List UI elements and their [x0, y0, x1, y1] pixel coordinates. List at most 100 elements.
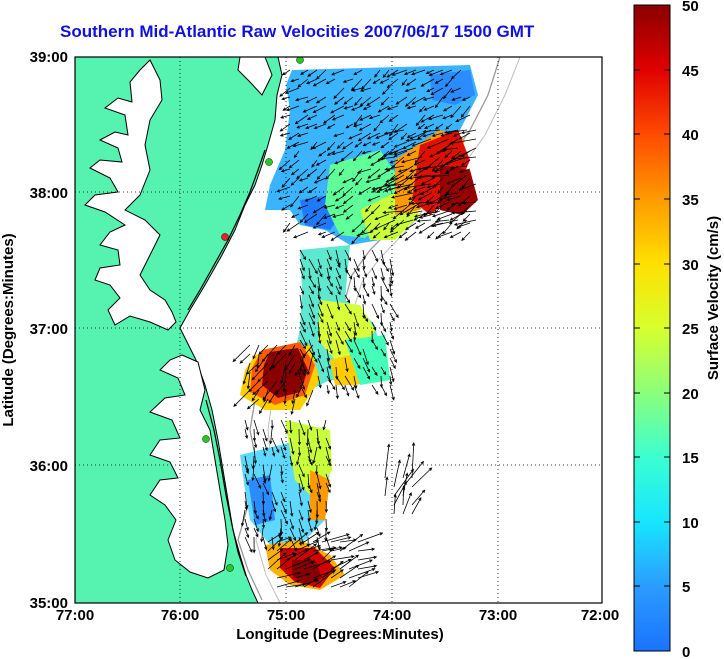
- velocity-arrow: [290, 168, 300, 176]
- velocity-arrow: [280, 437, 287, 451]
- velocity-arrow: [389, 219, 405, 233]
- velocity-arrow: [303, 551, 320, 561]
- velocity-arrow: [308, 303, 316, 319]
- velocity-arrow: [239, 353, 251, 364]
- velocity-arrow: [353, 384, 360, 400]
- velocity-arrow: [321, 533, 350, 543]
- velocity-arrow: [408, 174, 432, 180]
- velocity-arrow: [326, 375, 336, 391]
- velocity-arrow: [313, 518, 318, 531]
- velocity-arrow: [353, 321, 358, 337]
- velocity-arrow: [335, 258, 341, 269]
- velocity-arrow: [406, 132, 417, 138]
- velocity-arrow: [299, 249, 307, 261]
- velocity-arrow: [356, 231, 372, 237]
- velocity-arrow: [371, 384, 379, 395]
- velocity-arrow: [294, 114, 309, 125]
- velocity-arrow: [341, 141, 354, 150]
- velocity-arrow: [275, 380, 287, 396]
- velocity-arrow: [362, 294, 367, 305]
- velocity-arrow: [312, 555, 337, 570]
- colorbar-ticks: [634, 69, 670, 587]
- velocity-arrow: [372, 78, 381, 84]
- velocity-arrow: [251, 389, 260, 402]
- velocity-arrow: [333, 87, 345, 99]
- velocity-arrow: [420, 177, 435, 185]
- velocity-arrow: [453, 219, 477, 226]
- velocity-arrow: [321, 231, 336, 238]
- velocity-arrow: [289, 527, 297, 542]
- velocity-arrow: [326, 303, 334, 320]
- velocity-arrow: [336, 141, 345, 149]
- velocity-arrow: [298, 473, 305, 491]
- velocity-arrow: [281, 96, 291, 101]
- velocity-arrow: [307, 186, 318, 194]
- velocity-arrow: [317, 348, 322, 359]
- velocity-arrow: [420, 186, 435, 195]
- velocity-arrow: [294, 540, 320, 552]
- velocity-arrow: [334, 96, 345, 105]
- velocity-arrow: [445, 123, 453, 130]
- velocity-arrow: [411, 489, 426, 506]
- velocity-arrow: [330, 105, 345, 114]
- velocity-arrow: [384, 165, 405, 171]
- velocity-arrow: [348, 571, 369, 588]
- velocity-arrow: [389, 303, 399, 319]
- velocity-arrow: [371, 303, 380, 320]
- velocity-arrow: [268, 389, 278, 404]
- velocity-arrow: [244, 518, 249, 532]
- velocity-arrow: [389, 285, 393, 297]
- velocity-arrow: [280, 362, 287, 385]
- y-tick-label: 39:00: [30, 49, 68, 66]
- velocity-arrow: [437, 186, 444, 194]
- velocity-arrow: [416, 219, 432, 223]
- velocity-arrow: [294, 572, 311, 579]
- velocity-arrow: [262, 482, 269, 496]
- velocity-arrow: [305, 96, 318, 103]
- velocity-arrow: [326, 258, 332, 271]
- y-tick-label: 35:00: [30, 595, 68, 612]
- x-axis-label: Longitude (Degrees:Minutes): [236, 626, 444, 643]
- velocity-arrow: [422, 132, 435, 138]
- velocity-arrow: [311, 141, 327, 150]
- velocity-arrow: [442, 105, 453, 112]
- velocity-arrow: [335, 321, 340, 332]
- velocity-arrow: [290, 398, 296, 415]
- velocity-arrow: [333, 132, 345, 137]
- velocity-arrow: [435, 138, 459, 155]
- velocity-arrow: [253, 518, 259, 533]
- velocity-arrow: [455, 114, 471, 122]
- velocity-arrow: [321, 546, 343, 552]
- velocity-arrow: [393, 493, 397, 515]
- velocity-arrow: [456, 219, 468, 230]
- velocity-arrow: [288, 362, 296, 375]
- velocity-arrow: [297, 428, 302, 446]
- velocity-arrow: [244, 536, 253, 553]
- velocity-arrow: [442, 114, 453, 120]
- velocity-arrow: [424, 123, 435, 129]
- colorbar-tick-label: 0: [682, 644, 690, 659]
- velocity-arrow: [326, 339, 333, 355]
- velocity-arrow: [318, 150, 327, 157]
- velocity-arrow: [325, 482, 331, 494]
- velocity-arrow: [317, 375, 322, 389]
- velocity-arrow: [418, 105, 426, 113]
- velocity-arrow: [386, 69, 399, 78]
- velocity-arrow: [344, 303, 352, 315]
- x-tick-label: 73:00: [479, 607, 517, 624]
- velocity-arrow: [298, 536, 303, 547]
- velocity-arrow: [434, 123, 444, 130]
- velocity-arrow: [233, 389, 251, 407]
- velocity-arrow: [316, 213, 327, 226]
- velocity-arrow: [362, 258, 366, 270]
- velocity-arrow: [271, 437, 280, 454]
- velocity-arrow: [348, 541, 370, 552]
- velocity-arrow: [315, 464, 319, 476]
- velocity-arrow: [357, 547, 376, 552]
- velocity-arrow: [382, 69, 390, 79]
- velocity-arrow: [444, 150, 453, 158]
- velocity-arrow: [344, 294, 351, 304]
- velocity-arrow: [444, 78, 453, 88]
- velocity-arrow: [290, 78, 300, 83]
- velocity-arrow: [330, 569, 344, 579]
